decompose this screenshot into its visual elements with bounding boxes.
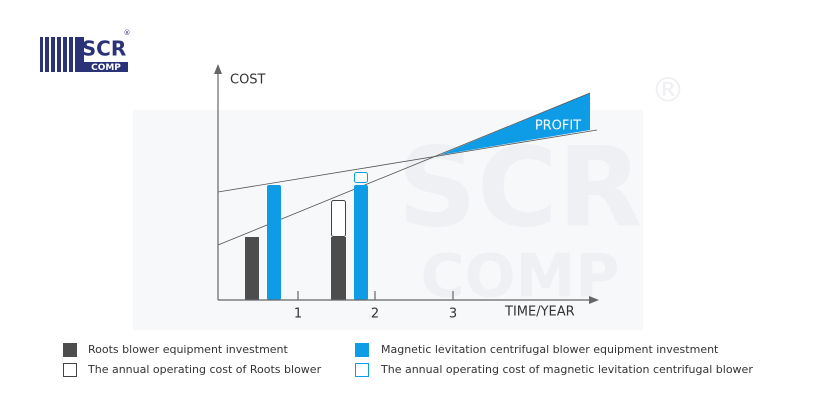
x-tick-label: 1 (294, 307, 302, 322)
logo-mark: ® (124, 29, 131, 37)
watermark: SCR COMP ® (133, 71, 685, 330)
maglev-operating-box (354, 172, 368, 183)
logo-bar (84, 62, 128, 72)
x-arrow (589, 296, 599, 304)
watermark-mark: ® (651, 71, 685, 111)
y-axis-label: COST (230, 73, 266, 88)
y-arrow (214, 64, 222, 74)
maglev-investment-bar (267, 185, 281, 300)
legend-label: The annual operating cost of magnetic le… (380, 363, 753, 376)
roots-investment-bar (331, 237, 346, 300)
roots-investment-bar (245, 237, 259, 300)
x-axis-label: TIME/YEAR (504, 305, 575, 320)
x-tick-label: 2 (371, 307, 379, 322)
legend-swatch (355, 343, 369, 357)
logo: SCR COMP ® (40, 29, 131, 73)
legend-swatch (355, 363, 369, 377)
profit-label: PROFIT (535, 119, 581, 134)
watermark-name: SCR (398, 123, 643, 251)
legend-swatch (63, 343, 77, 357)
roots-cost-line (217, 129, 598, 193)
logo-name: SCR (82, 37, 126, 61)
legend-label: Roots blower equipment investment (88, 343, 289, 356)
legend-label: The annual operating cost of Roots blowe… (87, 363, 322, 376)
roots-operating-box (331, 200, 346, 237)
x-tick-label: 3 (449, 307, 457, 322)
logo-sub: COMP (91, 63, 121, 73)
logo-lines (43, 37, 75, 72)
maglev-investment-bar (354, 185, 368, 300)
legend-label: Magnetic levitation centrifugal blower e… (381, 343, 719, 356)
x-ticks (297, 291, 454, 300)
legend-swatch (63, 363, 77, 377)
